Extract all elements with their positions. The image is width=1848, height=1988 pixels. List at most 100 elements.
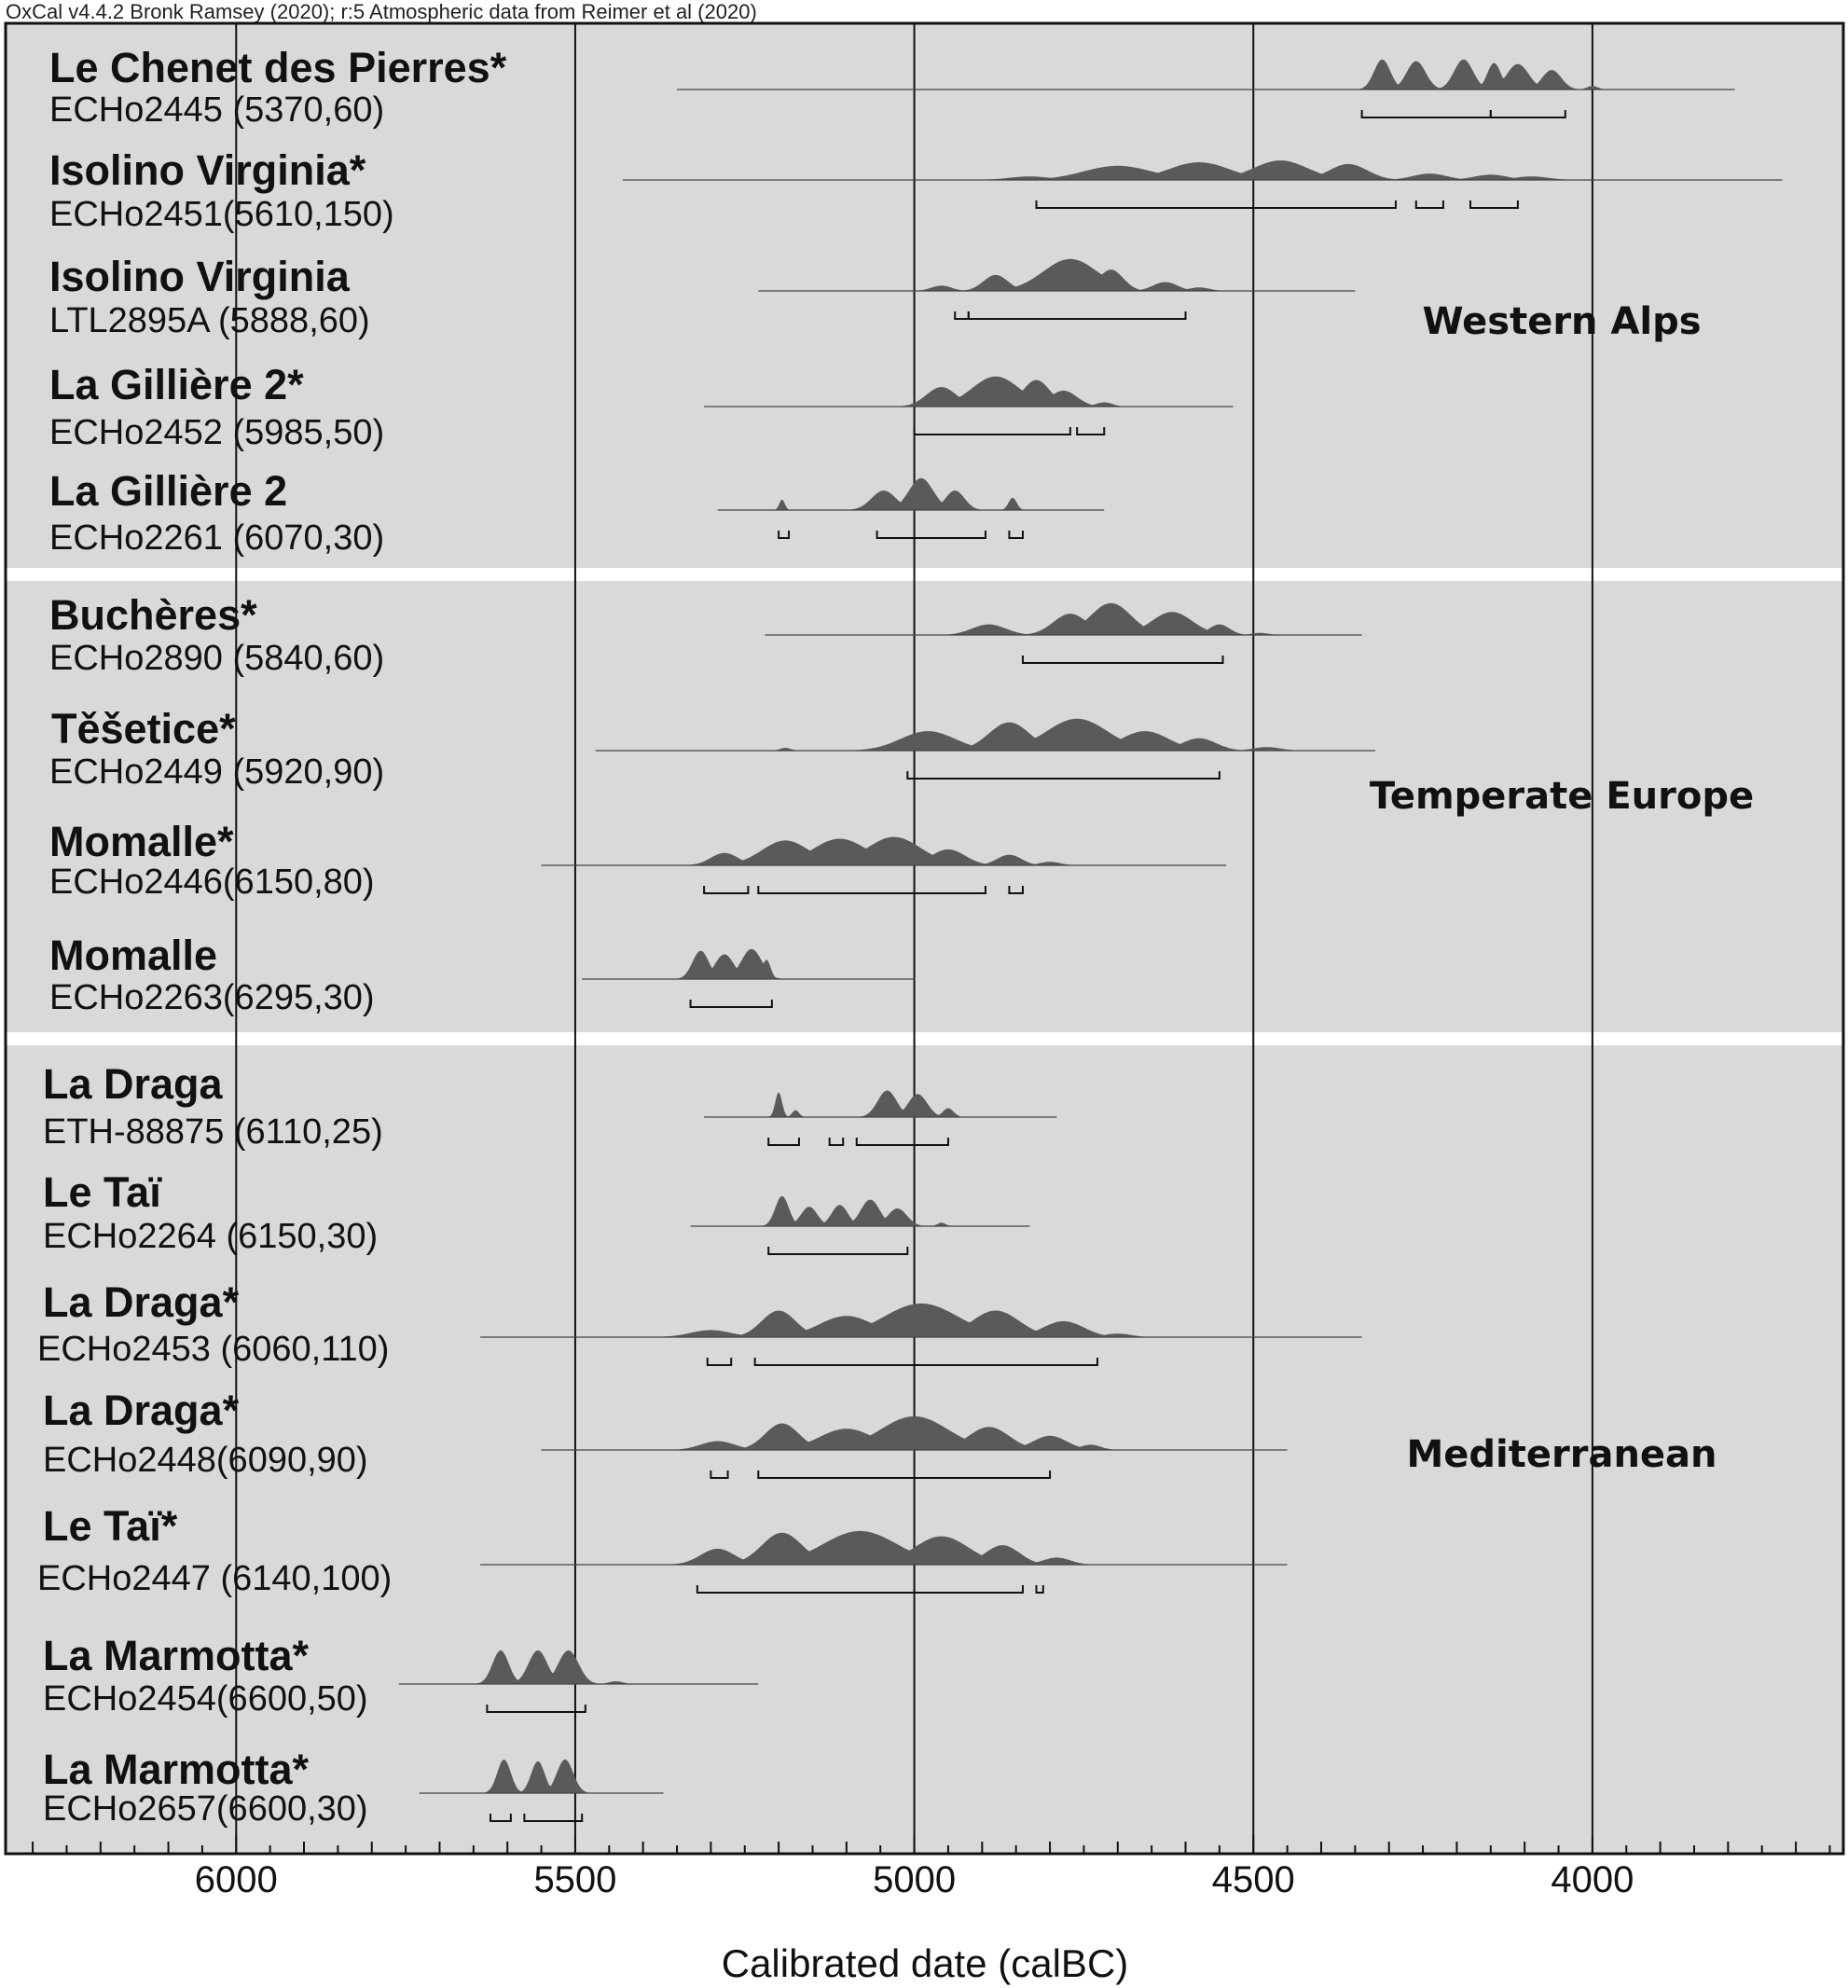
series-row <box>677 59 1735 90</box>
row-labels: Le Chenet des Pierres*ECHo2445 (5370,60)… <box>37 44 507 1829</box>
series-row <box>690 1195 1030 1227</box>
lab-code-label: ECHo2264 (6150,30) <box>43 1217 378 1256</box>
distribution-area <box>717 477 1105 510</box>
hpd-ranges <box>486 110 1566 1822</box>
lab-code-label: ECHo2447 (6140,100) <box>37 1559 392 1598</box>
group-separator <box>6 568 1843 581</box>
hpd-range <box>689 1000 773 1008</box>
hpd-range <box>1469 200 1519 209</box>
distributions <box>398 59 1783 1794</box>
hpd-range <box>757 886 986 894</box>
distribution-area <box>480 1303 1362 1337</box>
hpd-range <box>1008 531 1024 539</box>
site-label: Isolino Virginia* <box>49 146 366 194</box>
hpd-range <box>490 1814 512 1822</box>
chart-header: OxCal v4.4.2 Bronk Ramsey (2020); r:5 At… <box>6 0 757 23</box>
distribution-area <box>704 376 1234 407</box>
hpd-range <box>1414 200 1444 209</box>
site-label: Těšetice* <box>51 705 236 752</box>
tick-label: 6000 <box>195 1859 278 1900</box>
series-row <box>717 477 1105 511</box>
lab-code-label: ECHo2448(6090,90) <box>43 1441 368 1480</box>
region-label: Western Alps <box>1422 300 1701 343</box>
series-row <box>398 1650 759 1685</box>
hpd-range <box>757 1470 1052 1479</box>
distribution-area <box>704 1090 1057 1117</box>
lab-code-label: ECHo2451(5610,150) <box>49 195 394 234</box>
series-row <box>704 1090 1057 1118</box>
site-label: Le Chenet des Pierres* <box>49 44 507 91</box>
distribution-area <box>622 160 1783 180</box>
hpd-range <box>906 771 1221 780</box>
hpd-range <box>1076 427 1106 435</box>
series-row <box>480 1530 1288 1566</box>
hpd-range <box>855 1138 949 1146</box>
site-label: La Gillière 2 <box>49 467 287 515</box>
site-label: La Gillière 2* <box>49 361 304 408</box>
hpd-range <box>913 427 1071 435</box>
site-label: La Marmotta* <box>43 1746 310 1793</box>
series-row <box>704 376 1234 407</box>
hpd-range <box>523 1814 584 1822</box>
site-label: Le Taï <box>43 1168 162 1216</box>
site-label: La Draga <box>43 1060 224 1108</box>
site-label: La Draga* <box>43 1387 240 1434</box>
site-label: Momalle <box>49 932 217 979</box>
hpd-range <box>710 1470 729 1479</box>
series-row <box>758 258 1356 292</box>
x-axis: 6000 5500 5000 4500 4000 <box>32 1835 1831 1900</box>
series-row <box>480 1303 1362 1338</box>
hpd-range <box>828 1138 845 1146</box>
distribution-area <box>765 602 1362 635</box>
lab-code-label: ECHo2445 (5370,60) <box>49 90 384 130</box>
region-labels: Western Alps Temperate Europe Mediterranea… <box>1370 300 1754 1476</box>
hpd-range <box>778 531 791 539</box>
site-label: Momalle* <box>49 818 234 865</box>
hpd-range <box>967 311 1187 320</box>
hpd-range <box>703 886 750 894</box>
series-row <box>541 1415 1288 1451</box>
hpd-range <box>1489 110 1566 118</box>
region-label: Mediterranean <box>1406 1433 1717 1476</box>
series-row <box>595 718 1376 752</box>
lab-code-label: ECHo2454(6600,50) <box>43 1679 368 1719</box>
tick-label: 5000 <box>873 1859 956 1900</box>
site-label: Isolino Virginia <box>49 253 351 300</box>
lab-code-label: ECHo2446(6150,80) <box>49 863 375 902</box>
x-axis-title: Calibrated date (calBC) <box>722 1941 1129 1985</box>
site-label: La Draga* <box>43 1278 240 1326</box>
distribution-area <box>541 1415 1288 1450</box>
tick-label: 4500 <box>1212 1859 1295 1900</box>
distribution-area <box>690 1195 1030 1226</box>
hpd-range <box>706 1358 733 1366</box>
lab-code-label: ECHo2453 (6060,110) <box>37 1330 389 1369</box>
distribution-area <box>419 1760 664 1793</box>
lab-code-label: ECHo2452 (5985,50) <box>49 413 384 452</box>
distribution-area <box>582 948 915 979</box>
distribution-area <box>398 1650 759 1684</box>
distribution-area <box>541 836 1227 865</box>
hpd-range <box>767 1138 800 1146</box>
region-label: Temperate Europe <box>1370 775 1754 818</box>
series-row <box>541 836 1227 866</box>
hpd-range <box>767 1247 909 1255</box>
distribution-area <box>677 59 1735 90</box>
series-row <box>582 948 915 980</box>
hpd-range <box>1021 656 1224 664</box>
distribution-area <box>758 258 1356 291</box>
hpd-range <box>1008 886 1024 894</box>
series-row <box>765 602 1362 636</box>
site-label: Le Taï* <box>43 1502 178 1550</box>
distribution-area <box>480 1530 1288 1565</box>
hpd-range <box>753 1358 1098 1366</box>
hpd-range <box>1035 1585 1044 1594</box>
lab-code-label: ETH-88875 (6110,25) <box>43 1112 383 1152</box>
lab-code-label: ECHo2890 (5840,60) <box>49 639 384 678</box>
series-row <box>622 160 1783 181</box>
hpd-range <box>1035 200 1397 209</box>
site-label: Buchères* <box>49 591 257 639</box>
hpd-range <box>876 531 986 539</box>
group-separator <box>6 1032 1843 1045</box>
plot-border <box>4 21 1845 1856</box>
tick-label: 4000 <box>1551 1859 1634 1900</box>
